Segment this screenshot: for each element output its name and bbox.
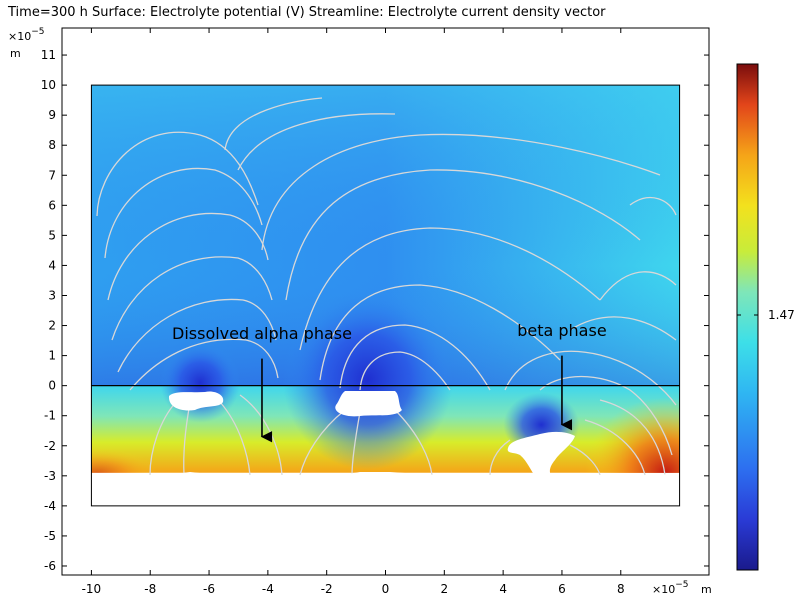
streamline [359,351,451,391]
colorbar-tick-label: 1.47 [768,308,795,322]
streamline [584,419,646,476]
y-tick-label: 7 [48,168,56,182]
streamline [394,409,433,476]
streamline [539,375,673,456]
annotation-label: Dissolved alpha phase [172,324,352,343]
streamline [219,401,251,476]
streamline [285,169,641,301]
y-tick-label: 0 [48,379,56,393]
x-tick-label: -10 [82,582,102,596]
streamline [129,338,279,391]
streamline [489,439,511,476]
streamline [319,284,561,381]
streamline [569,316,677,341]
annotation-label: beta phase [517,321,606,340]
streamline [111,256,273,341]
streamline [107,212,269,301]
streamline [104,167,263,259]
domain-outline [90,84,681,507]
y-tick-label: -1 [44,409,56,423]
y-axis: -6 -5 -4 -3 -2 -1 0 1 2 3 4 5 6 7 8 9 10 11 [41,48,709,573]
annotations: Dissolved alpha phase beta phase [172,321,607,443]
streamline [339,324,491,391]
streamlines [96,97,677,476]
streamline [629,196,677,216]
streamline [237,113,396,171]
y-tick-label: 9 [48,108,56,122]
y-tick-label: 11 [41,48,56,62]
y-tick-label: 10 [41,78,56,92]
y-tick-label: 3 [48,288,56,302]
streamline [599,399,666,476]
y-tick-label: 4 [48,258,56,272]
void-bottom [91,472,680,506]
y-tick-label: -4 [44,499,56,513]
streamline [117,298,277,373]
streamline [149,401,177,476]
potential-surface [91,85,680,473]
colorbar [736,63,759,571]
streamline [261,133,661,251]
y-tick-label: 8 [48,138,56,152]
x-tick-label: 6 [558,582,566,596]
y-tick-label: -3 [44,469,56,483]
x-tick-label: 2 [440,582,448,596]
y-tick-label: -5 [44,529,56,543]
x-tick-label: 0 [382,582,390,596]
streamline [299,227,601,351]
void-center [335,391,402,417]
chart-title: Time=300 h Surface: Electrolyte potentia… [7,5,606,20]
x-tick-label: 4 [499,582,507,596]
y-tick-label: -2 [44,439,56,453]
streamline [599,271,677,301]
void-beta [507,431,575,477]
x-unit-label: m [701,583,712,596]
y-tick-label: 1 [48,349,56,363]
y-tick-label: 5 [48,228,56,242]
streamline [351,411,361,476]
x-tick-label: -4 [262,582,274,596]
streamline [224,97,323,151]
x-tick-label: -8 [144,582,156,596]
y-unit-label: m [10,47,21,60]
void-left [168,391,224,411]
x-tick-label: -6 [203,582,215,596]
y-tick-label: 2 [48,319,56,333]
y-tick-label: -6 [44,559,56,573]
x-axis: -10 -8 -6 -4 -2 0 2 4 6 8 [82,28,625,596]
voids [91,391,680,506]
streamline [504,350,677,406]
x-multiplier: ×10−5 [652,580,689,596]
streamline [569,444,601,476]
streamline [299,409,346,476]
x-tick-label: 8 [617,582,625,596]
streamline [96,131,259,217]
y-multiplier: ×10−5 [8,27,45,43]
x-tick-label: -2 [321,582,333,596]
y-tick-label: 6 [48,198,56,212]
